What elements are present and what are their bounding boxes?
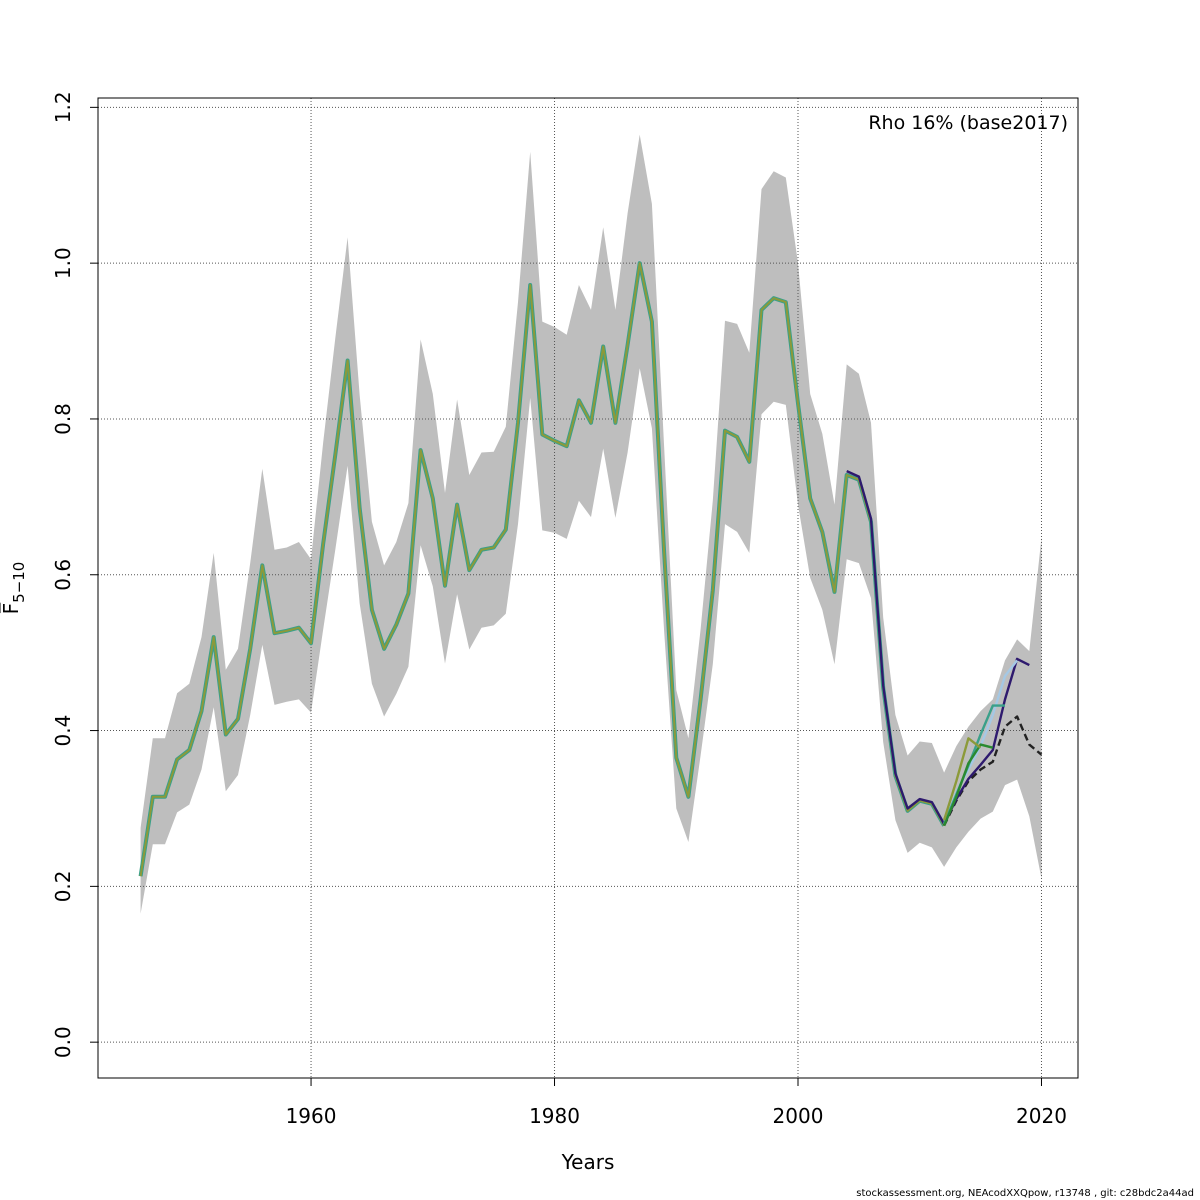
svg-text:F̅5−10: F̅5−10 bbox=[0, 562, 28, 615]
x-tick-label: 1980 bbox=[529, 1104, 580, 1128]
grid-layer bbox=[98, 98, 1078, 1078]
axis-layer: 1960 1980 2000 2020 0.0 0.2 0.4 0.6 0.8 1.0 1.2 bbox=[51, 91, 1067, 1128]
y-axis-title: F̅5−10 bbox=[0, 562, 28, 615]
annotation-text: Rho 16% (base2017) bbox=[868, 112, 1068, 134]
y-axis-title-subscript: 5−10 bbox=[10, 562, 28, 603]
y-tick-label: 1.0 bbox=[51, 247, 75, 279]
series-layer bbox=[138, 261, 1043, 877]
y-axis-title-main: F̅ bbox=[0, 602, 23, 615]
y-tick-label: 0.2 bbox=[51, 870, 75, 902]
series-line-peel5 bbox=[942, 737, 982, 821]
y-tick-label: 0.8 bbox=[51, 403, 75, 435]
series-line-peel4 bbox=[942, 743, 994, 827]
plot-frame bbox=[97, 97, 1079, 1079]
confidence-band bbox=[140, 134, 1042, 914]
y-tick-label: 1.2 bbox=[51, 91, 75, 123]
y-tick-label: 0.6 bbox=[51, 559, 75, 591]
footer-text: stockassessment.org, NEAcodXXQpow, r1374… bbox=[856, 1188, 1194, 1199]
x-tick-label: 1960 bbox=[286, 1104, 337, 1128]
x-tick-label: 2000 bbox=[773, 1104, 824, 1128]
x-tick-label: 2020 bbox=[1016, 1104, 1067, 1128]
y-tick-label: 0.4 bbox=[51, 715, 75, 747]
confidence-band-layer bbox=[140, 134, 1042, 914]
series-line-main bbox=[139, 262, 945, 877]
x-axis-title: Years bbox=[561, 1150, 615, 1174]
series-line-peel1 bbox=[846, 470, 1030, 826]
y-tick-label: 0.0 bbox=[51, 1026, 75, 1058]
